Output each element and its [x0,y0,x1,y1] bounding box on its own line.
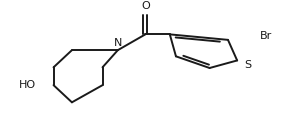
Text: O: O [141,1,150,11]
Text: HO: HO [19,80,36,90]
Text: Br: Br [260,31,272,41]
Text: S: S [244,60,252,70]
Text: N: N [114,38,122,48]
